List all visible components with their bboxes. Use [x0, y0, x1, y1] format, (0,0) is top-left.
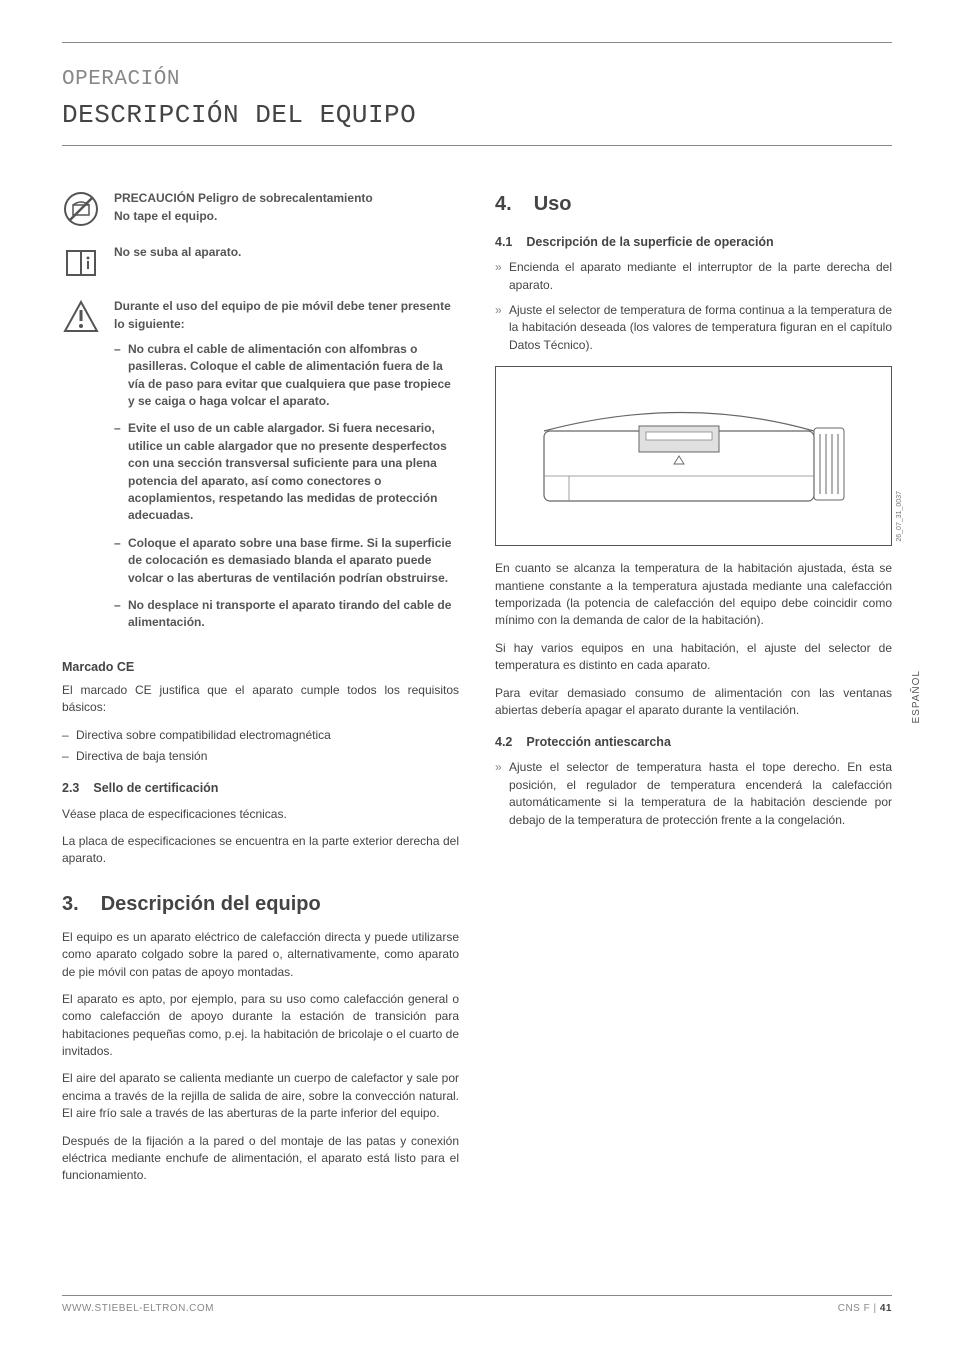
section-4-heading: 4. Uso — [495, 190, 892, 219]
caution-overheat-sub: No tape el equipo. — [114, 209, 217, 223]
footer-right: CNS F | 41 — [838, 1302, 892, 1317]
section-4-title: Uso — [534, 190, 572, 219]
manual-note-title: No se suba al aparato. — [114, 245, 241, 259]
footer-doc: CNS F | — [838, 1303, 880, 1314]
section-3-num: 3. — [62, 890, 79, 919]
page-footer: WWW.STIEBEL-ELTRON.COM CNS F | 41 — [62, 1295, 892, 1317]
caution-overheat-title: PRECAUCIÓN Peligro de sobrecalentamiento — [114, 191, 373, 205]
section-3-p3: El aire del aparato se calienta mediante… — [62, 1070, 459, 1122]
caution-overheat: PRECAUCIÓN Peligro de sobrecalentamiento… — [62, 190, 459, 228]
section-4-1-num: 4.1 — [495, 233, 512, 251]
section-3-p2: El aparato es apto, por ejemplo, para su… — [62, 991, 459, 1061]
warning-icon — [62, 298, 100, 336]
section-3-title: Descripción del equipo — [101, 890, 321, 919]
section-2-3-p2: La placa de especificaciones se encuentr… — [62, 833, 459, 868]
section-3-heading: 3. Descripción del equipo — [62, 890, 459, 919]
section-4-2-heading: 4.2 Protección antiescarcha — [495, 733, 892, 751]
section-4-1-title: Descripción de la superficie de operació… — [526, 233, 773, 251]
caution-overheat-text: PRECAUCIÓN Peligro de sobrecalentamiento… — [114, 190, 459, 225]
figure-reference: 26_07_31_0037 — [895, 491, 905, 542]
language-tab: ESPAÑOL — [910, 670, 925, 724]
section-4-1-heading: 4.1 Descripción de la superficie de oper… — [495, 233, 892, 251]
ce-paragraph: El marcado CE justifica que el aparato c… — [62, 682, 459, 717]
ce-heading: Marcado CE — [62, 658, 459, 676]
section-4-2-num: 4.2 — [495, 733, 512, 751]
warning-mobile: Durante el uso del equipo de pie móvil d… — [62, 298, 459, 642]
warning-item: No cubra el cable de alimentación con al… — [114, 341, 459, 411]
step-item: Encienda el aparato mediante el interrup… — [495, 259, 892, 294]
warning-item: Coloque el aparato sobre una base firme.… — [114, 535, 459, 587]
section-2-3-num: 2.3 — [62, 779, 79, 797]
warning-item: Evite el uso de un cable alargador. Si f… — [114, 420, 459, 524]
ce-list: Directiva sobre compatibilidad electroma… — [62, 727, 459, 766]
warning-list: No cubra el cable de alimentación con al… — [114, 341, 459, 632]
manual-note-text: No se suba al aparato. — [114, 244, 459, 261]
footer-page: 41 — [880, 1303, 892, 1314]
section-2-3-heading: 2.3 Sello de certificación — [62, 779, 459, 797]
ce-item: Directiva sobre compatibilidad electroma… — [62, 727, 459, 744]
section-2-3-p1: Véase placa de especificaciones técnicas… — [62, 806, 459, 823]
section-4-num: 4. — [495, 190, 512, 219]
section-4-1-p3: Para evitar demasiado consumo de aliment… — [495, 685, 892, 720]
running-head-line1: OPERACIÓN — [62, 65, 892, 95]
section-4-1-p2: Si hay varios equipos en una habitación,… — [495, 640, 892, 675]
section-3-p1: El equipo es un aparato eléctrico de cal… — [62, 929, 459, 981]
section-2-3-title: Sello de certificación — [93, 779, 218, 797]
section-4-2-steps: Ajuste el selector de temperatura hasta … — [495, 759, 892, 829]
warning-mobile-lead: Durante el uso del equipo de pie móvil d… — [114, 299, 451, 330]
content-columns: PRECAUCIÓN Peligro de sobrecalentamiento… — [62, 190, 892, 1195]
running-head: OPERACIÓN DESCRIPCIÓN DEL EQUIPO — [62, 65, 892, 135]
device-top-figure: 26_07_31_0037 — [495, 366, 892, 546]
section-3-p4: Después de la fijación a la pared o del … — [62, 1133, 459, 1185]
step-item: Ajuste el selector de temperatura de for… — [495, 302, 892, 354]
right-column: 4. Uso 4.1 Descripción de la superficie … — [495, 190, 892, 1195]
section-4-1-steps: Encienda el aparato mediante el interrup… — [495, 259, 892, 354]
footer-url: WWW.STIEBEL-ELTRON.COM — [62, 1302, 214, 1317]
section-4-2-title: Protección antiescarcha — [526, 733, 671, 751]
top-rule — [62, 42, 892, 43]
head-rule — [62, 145, 892, 146]
running-head-line2: DESCRIPCIÓN DEL EQUIPO — [62, 97, 892, 135]
step-item: Ajuste el selector de temperatura hasta … — [495, 759, 892, 829]
left-column: PRECAUCIÓN Peligro de sobrecalentamiento… — [62, 190, 459, 1195]
ce-item: Directiva de baja tensión — [62, 748, 459, 765]
warning-mobile-text: Durante el uso del equipo de pie móvil d… — [114, 298, 459, 642]
warning-item: No desplace ni transporte el aparato tir… — [114, 597, 459, 632]
no-cover-icon — [62, 190, 100, 228]
manual-icon — [62, 244, 100, 282]
manual-note: No se suba al aparato. — [62, 244, 459, 282]
section-4-1-p1: En cuanto se alcanza la temperatura de l… — [495, 560, 892, 630]
